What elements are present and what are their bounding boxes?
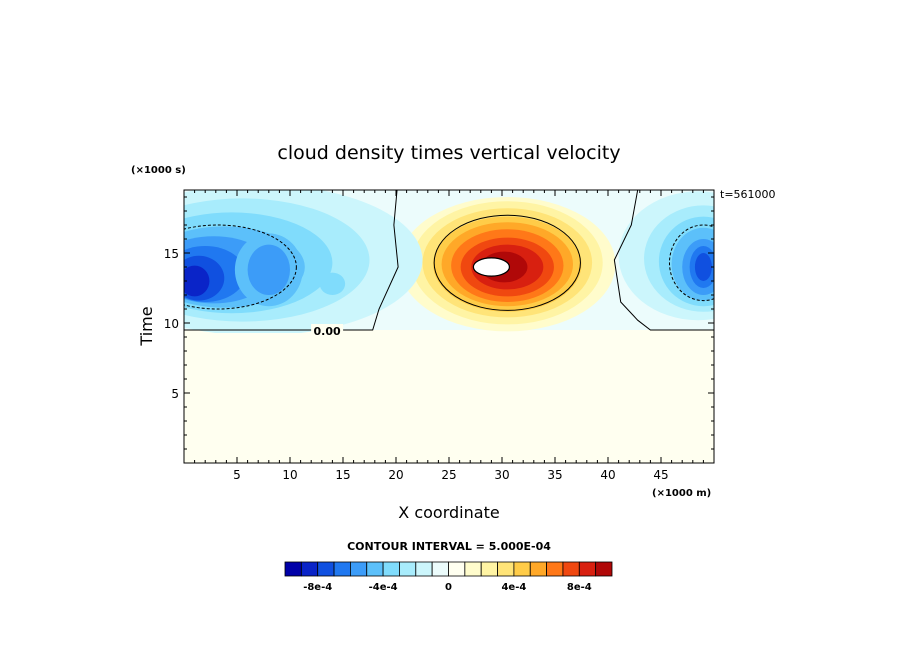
x-tick-label: 40: [600, 468, 615, 482]
cloud-layer: [94, 184, 778, 335]
colorbar-swatch: [465, 562, 481, 576]
colorbar-swatch: [383, 562, 399, 576]
colorbar: -8e-4 -4e-4 0 4e-4 8e-4: [285, 562, 612, 593]
time-stamp: t=561000: [720, 188, 776, 201]
colorbar-swatch: [514, 562, 530, 576]
x-tick-label: 45: [653, 468, 668, 482]
downdraft-right: [619, 191, 778, 320]
x-tick-label: 15: [335, 468, 350, 482]
y-tick-label: 15: [164, 247, 179, 261]
colorbar-swatch: [432, 562, 448, 576]
colorbar-tick-label: 8e-4: [567, 582, 592, 593]
colorbar-swatch: [547, 562, 563, 576]
x-axis-label: X coordinate: [398, 503, 499, 522]
downdraft-left-small-cell: [320, 273, 345, 295]
colorbar-tick-label: 0: [445, 582, 452, 593]
contour-plot: cloud density times vertical velocity (×…: [0, 0, 904, 654]
y-unit-label: (×1000 s): [131, 165, 186, 176]
chart-title: cloud density times vertical velocity: [277, 142, 620, 164]
y-tick-label: 10: [164, 317, 179, 331]
colorbar-swatch: [285, 562, 301, 576]
x-unit-label: (×1000 m): [652, 488, 711, 499]
contour-interval-text: CONTOUR INTERVAL = 5.000E-04: [347, 540, 551, 553]
y-tick-label: 5: [171, 387, 179, 401]
x-tick-label: 35: [547, 468, 562, 482]
x-tick-label: 30: [494, 468, 509, 482]
colorbar-tick-label: 4e-4: [501, 582, 526, 593]
colorbar-swatch: [350, 562, 366, 576]
colorbar-swatch: [563, 562, 579, 576]
colorbar-swatch: [498, 562, 514, 576]
colorbar-swatch: [367, 562, 383, 576]
contour-field: 0.00: [94, 184, 778, 463]
x-tick-label: 10: [282, 468, 297, 482]
zero-contour-label: 0.00: [314, 325, 341, 338]
peak-blob: [473, 258, 509, 276]
colorbar-swatch: [481, 562, 497, 576]
colorbar-swatch: [318, 562, 334, 576]
contour-level: [320, 273, 345, 295]
colorbar-swatch: [579, 562, 595, 576]
colorbar-swatch: [596, 562, 612, 576]
colorbar-swatch: [416, 562, 432, 576]
y-axis-label: Time: [137, 306, 156, 346]
colorbar-swatch: [399, 562, 415, 576]
colorbar-tick-label: -4e-4: [369, 582, 398, 593]
colorbar-swatch: [449, 562, 465, 576]
colorbar-swatch: [530, 562, 546, 576]
colorbar-swatch: [334, 562, 350, 576]
x-tick-label: 25: [441, 468, 456, 482]
x-tick-label: 5: [233, 468, 241, 482]
contour-level: [248, 245, 290, 295]
contour-level: [695, 253, 712, 281]
x-tick-label: 20: [388, 468, 403, 482]
downdraft-left-cell: [235, 233, 303, 306]
colorbar-swatch: [301, 562, 317, 576]
colorbar-tick-label: -8e-4: [303, 582, 332, 593]
